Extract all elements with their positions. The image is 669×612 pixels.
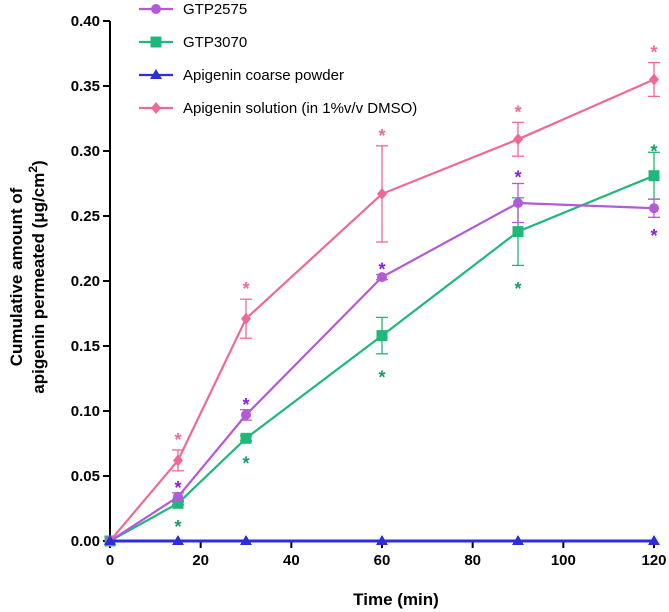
- data-point: [377, 187, 387, 200]
- data-point: [376, 535, 388, 545]
- series-apigenin-coarse-powder: [104, 535, 660, 545]
- data-point: [513, 133, 523, 146]
- data-point: [648, 535, 660, 545]
- y-tick-label: 0.40: [71, 13, 100, 30]
- series-gtp3070: * * * * *: [104, 141, 660, 547]
- significance-star: *: [378, 260, 385, 280]
- y-axis: 0.00 0.05 0.10 0.15 0.20 0.25 0.30 0.35 0.40: [71, 13, 111, 550]
- significance-star: *: [514, 279, 521, 299]
- series-gtp2575: * * * * *: [105, 167, 660, 546]
- data-point: [512, 226, 524, 238]
- legend: GTP2575 GTP3070 Apigenin coarse powder Apig…: [139, 1, 417, 117]
- x-axis: 0 20 40 60 80 100 120: [106, 540, 667, 569]
- y-tick-label: 0.10: [71, 403, 100, 420]
- x-tick-label: 80: [464, 552, 481, 569]
- data-point: [104, 535, 116, 545]
- y-tick-label: 0.00: [71, 533, 100, 550]
- y-tick-label: 0.25: [71, 208, 100, 225]
- x-tick-label: 40: [283, 552, 300, 569]
- x-tick-label: 0: [106, 552, 114, 569]
- legend-marker: [150, 69, 162, 79]
- data-point: [240, 535, 252, 545]
- y-tick-label: 0.30: [71, 143, 100, 160]
- legend-label: Apigenin solution (in 1%v/v DMSO): [183, 100, 417, 117]
- legend-item: GTP3070: [139, 34, 247, 51]
- series-apigenin-solution-in-1-v-v-dmso-: * * * * *: [105, 43, 660, 547]
- y-axis-title-line2: apigenin permeated (μg/cm2): [26, 160, 48, 393]
- legend-item: GTP2575: [139, 1, 247, 18]
- y-axis-title: Cumulative amount of apigenin permeated …: [7, 160, 48, 393]
- significance-star: *: [650, 226, 657, 246]
- data-point: [649, 203, 659, 214]
- y-axis-title-close: ): [29, 160, 48, 166]
- y-axis-title-line1: Cumulative amount of: [7, 187, 26, 366]
- significance-star: *: [378, 368, 385, 388]
- significance-star: *: [514, 102, 521, 122]
- significance-star: *: [174, 478, 181, 498]
- legend-item: Apigenin solution (in 1%v/v DMSO): [139, 100, 417, 117]
- data-point: [241, 409, 251, 420]
- data-point: [648, 170, 660, 182]
- y-tick-label: 0.20: [71, 273, 100, 290]
- significance-star: *: [242, 453, 249, 473]
- significance-star: *: [242, 279, 249, 299]
- data-point: [513, 198, 523, 208]
- data-point: [512, 535, 524, 545]
- x-axis-title: Time (min): [353, 590, 439, 609]
- legend-label: Apigenin coarse powder: [183, 67, 344, 84]
- significance-star: *: [242, 395, 249, 415]
- data-point: [649, 73, 659, 86]
- legend-marker: [151, 4, 161, 14]
- series-line: [109, 174, 655, 542]
- y-axis-title-superscript: 2: [26, 166, 40, 173]
- x-tick-label: 20: [192, 552, 209, 569]
- series-line: [109, 201, 655, 542]
- y-tick-label: 0.05: [71, 468, 100, 485]
- legend-item: Apigenin coarse powder: [139, 67, 344, 84]
- legend-marker: [151, 102, 161, 114]
- significance-star: *: [174, 517, 181, 537]
- significance-star: *: [650, 141, 657, 161]
- series-layer: * * * * * * * * * * * * * * *: [104, 43, 660, 547]
- data-point: [376, 330, 388, 342]
- significance-star: *: [378, 126, 385, 146]
- data-point: [241, 312, 251, 325]
- data-point: [173, 491, 183, 502]
- x-tick-label: 100: [551, 552, 576, 569]
- data-point: [172, 497, 184, 509]
- y-axis-title-main: apigenin permeated (μg/cm: [29, 173, 48, 394]
- legend-label: GTP3070: [183, 34, 247, 51]
- legend-label: GTP2575: [183, 1, 247, 18]
- significance-star: *: [650, 43, 657, 63]
- data-point: [240, 432, 252, 444]
- data-point: [377, 272, 387, 283]
- significance-star: *: [514, 167, 521, 187]
- data-point: [172, 535, 184, 545]
- y-tick-label: 0.35: [71, 78, 100, 95]
- legend-marker: [150, 36, 162, 48]
- x-tick-label: 120: [641, 552, 666, 569]
- significance-star: *: [174, 430, 181, 450]
- series-line: [109, 78, 655, 542]
- y-tick-label: 0.15: [71, 338, 100, 355]
- data-point: [173, 454, 183, 467]
- x-tick-label: 60: [374, 552, 391, 569]
